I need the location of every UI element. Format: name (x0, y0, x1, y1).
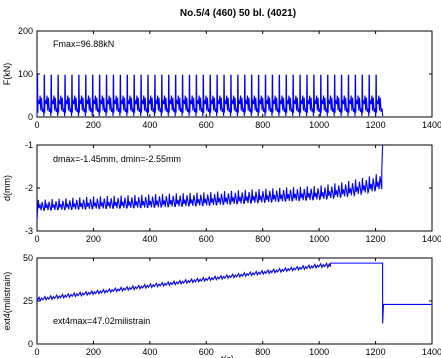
y-tick-label: 50 (23, 253, 33, 263)
x-tick-label: 600 (199, 347, 214, 357)
y-tick-label: 200 (18, 26, 33, 36)
x-tick-label: 400 (142, 347, 157, 357)
y-tick-label: 100 (18, 69, 33, 79)
x-tick-label: 200 (86, 234, 101, 244)
x-tick-label: 0 (34, 120, 39, 130)
x-tick-label: 400 (142, 120, 157, 130)
panel-1: 0 200 400 600 800 1000 1200 1400 0 100 200 F(kN) Fma… (2, 26, 441, 130)
x-tick-label: 600 (199, 234, 214, 244)
x-tick-label: 1200 (366, 234, 386, 244)
series-line (36, 262, 432, 324)
y-tick-label: -2 (25, 183, 33, 193)
y-tick-label: -1 (25, 140, 33, 150)
x-tick-label: 1000 (309, 120, 329, 130)
x-tick-label: 1000 (309, 347, 329, 357)
panel-2: 0 200 400 600 800 1000 1200 1400 -3 -2 -1 d(mm) dmax… (2, 140, 441, 244)
x-tick-label: 0 (34, 234, 39, 244)
figure-title: No.5/4 (460) 50 bl. (4021) (180, 8, 296, 19)
x-tick-label: 1400 (422, 347, 441, 357)
y-tick-label: 0 (28, 112, 33, 122)
x-tick-label: 200 (86, 120, 101, 130)
series-line (36, 144, 384, 222)
x-tick-label: 600 (199, 120, 214, 130)
y-tick-label: 25 (23, 296, 33, 306)
axes-frame (36, 257, 433, 345)
x-tick-label: 1400 (422, 234, 441, 244)
x-tick-label: 200 (86, 347, 101, 357)
x-tick-label: 800 (255, 347, 270, 357)
y-axis-label: F(kN) (2, 63, 12, 86)
x-tick-label: 1400 (422, 120, 441, 130)
x-tick-label: 400 (142, 234, 157, 244)
y-axis-label: d(mm) (2, 175, 12, 201)
y-tick-label: -3 (25, 226, 33, 236)
panel-3: 0 200 400 600 800 1000 1200 1400 0 25 50 ext4(milis… (2, 253, 441, 358)
annotation: dmax=-1.45mm, dmin=-2.55mm (53, 154, 181, 164)
x-tick-label: 1200 (366, 347, 386, 357)
x-tick-label: 1000 (309, 234, 329, 244)
x-axis-label: t(s) (221, 354, 234, 358)
x-tick-label: 1200 (366, 120, 386, 130)
x-tick-label: 800 (255, 234, 270, 244)
series-line (36, 74, 384, 117)
y-axis-label: ext4(milistrain) (2, 272, 12, 331)
annotation: ext4max=47.02milistrain (53, 316, 150, 326)
y-tick-label: 0 (28, 339, 33, 349)
annotation: Fmax=96.88kN (53, 39, 114, 49)
x-tick-label: 800 (255, 120, 270, 130)
x-tick-label: 0 (34, 347, 39, 357)
